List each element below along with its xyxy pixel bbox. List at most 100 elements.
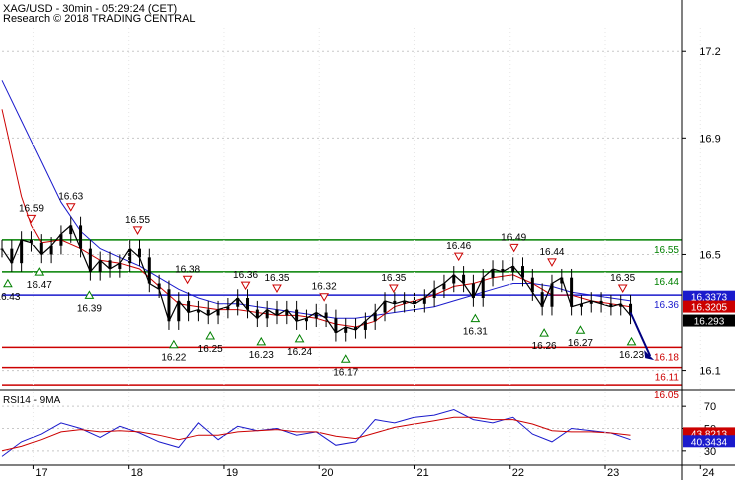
candle-body bbox=[550, 283, 554, 307]
close-line bbox=[1, 224, 631, 334]
resistance-marker-label: 16.32 bbox=[312, 282, 337, 293]
candle-body bbox=[619, 303, 623, 307]
resistance-marker-label: 16.55 bbox=[125, 215, 150, 226]
support-marker-label: 16.17 bbox=[333, 367, 358, 378]
support-marker bbox=[294, 333, 305, 343]
price-tag-label: 16.293 bbox=[694, 317, 725, 328]
candle-body bbox=[265, 309, 269, 319]
resistance-marker-label: 16.63 bbox=[58, 192, 83, 203]
candle-body bbox=[442, 283, 446, 290]
support-marker-label: 16.26 bbox=[532, 341, 557, 352]
x-tick-label: 17 bbox=[35, 467, 47, 479]
support-marker-label: 16.47 bbox=[27, 280, 52, 291]
resistance-marker-label: 16.49 bbox=[501, 232, 526, 243]
candle-body bbox=[10, 248, 14, 264]
support-marker-label: 16.22 bbox=[161, 353, 186, 364]
rsi-title: RSI14 - 9MA bbox=[3, 395, 61, 406]
candle-body bbox=[589, 300, 593, 304]
candle-body bbox=[216, 309, 220, 316]
candle-body bbox=[98, 260, 102, 272]
candle-body bbox=[422, 298, 426, 304]
candle-body bbox=[29, 239, 33, 243]
candle-body bbox=[147, 257, 151, 284]
level-label: 16.11 bbox=[655, 373, 680, 384]
price-tag-label: 16.3373 bbox=[691, 293, 728, 304]
price-tick-label: 16.5 bbox=[699, 249, 720, 261]
support-marker-label: 16.23 bbox=[619, 350, 644, 361]
candle-body bbox=[285, 309, 289, 316]
candle-body bbox=[540, 292, 544, 307]
support-marker-label: 16.39 bbox=[77, 303, 102, 314]
resistance-marker-label: 16.44 bbox=[539, 247, 564, 258]
chart-title: XAG/USD - 30min - 05:29:24 (CET) bbox=[3, 3, 178, 15]
candle-body bbox=[49, 245, 53, 255]
candle-body bbox=[20, 239, 24, 264]
candle-body bbox=[295, 309, 299, 322]
level-label: 16.55 bbox=[654, 245, 679, 256]
candle-body bbox=[157, 283, 161, 290]
candle-body bbox=[108, 260, 112, 269]
candle-body bbox=[177, 300, 181, 322]
price-tag bbox=[683, 300, 735, 313]
candle-body bbox=[324, 312, 328, 319]
support-marker bbox=[256, 336, 267, 346]
candle-body bbox=[275, 309, 279, 316]
candle-body bbox=[118, 263, 122, 269]
resistance-marker bbox=[182, 275, 193, 285]
support-marker bbox=[340, 354, 351, 363]
candle-body bbox=[521, 266, 525, 278]
resistance-marker bbox=[547, 258, 557, 267]
candle-body bbox=[206, 309, 210, 316]
support-marker-label: 16.24 bbox=[287, 347, 312, 358]
chart-subtitle: Research © 2018 TRADING CENTRAL bbox=[3, 13, 196, 25]
resistance-marker-label: 16.35 bbox=[610, 273, 635, 284]
forecast-arrow-head bbox=[644, 350, 655, 361]
support-marker-label: 16.31 bbox=[463, 327, 488, 338]
candle-body bbox=[432, 289, 436, 298]
resistance-marker-label: 16.38 bbox=[175, 264, 200, 275]
forecast-arrow-line bbox=[629, 312, 652, 357]
rsi-tick-label: 30 bbox=[704, 446, 716, 458]
support-marker bbox=[34, 267, 45, 276]
candle-body bbox=[79, 225, 83, 249]
candle-body bbox=[354, 327, 358, 330]
resistance-marker bbox=[319, 293, 329, 302]
candle-body bbox=[501, 268, 505, 272]
rsi-value-tag-label: 40.3434 bbox=[691, 437, 728, 448]
support-marker bbox=[84, 290, 95, 299]
resistance-marker-label: 16.35 bbox=[264, 273, 289, 284]
candle-body bbox=[137, 248, 141, 258]
price-tick-label: 16.1 bbox=[699, 366, 720, 378]
candle-body bbox=[570, 277, 574, 307]
x-tick-label: 20 bbox=[321, 467, 333, 479]
support-marker bbox=[626, 336, 637, 346]
level-label: 16.05 bbox=[654, 390, 679, 401]
resistance-marker-label: 16.46 bbox=[446, 241, 471, 252]
x-tick-label: 21 bbox=[416, 467, 428, 479]
resistance-marker bbox=[26, 214, 37, 224]
candle-body bbox=[373, 312, 377, 322]
candle-body bbox=[481, 277, 485, 298]
level-label: 16.18 bbox=[654, 352, 679, 363]
candle-body bbox=[196, 309, 200, 313]
candle-body bbox=[39, 242, 43, 255]
candle-body bbox=[344, 327, 348, 333]
candle-body bbox=[246, 298, 250, 310]
candle-body bbox=[167, 289, 171, 322]
price-tag bbox=[683, 314, 735, 327]
rsi-tick-label: 70 bbox=[704, 401, 716, 413]
level-label: 16.36 bbox=[654, 300, 679, 311]
candle-body bbox=[471, 283, 475, 298]
rsi-line bbox=[1, 408, 631, 457]
resistance-marker bbox=[617, 284, 628, 294]
candle-body bbox=[88, 248, 92, 272]
rsi-panel bbox=[1, 405, 682, 457]
candle-body bbox=[128, 248, 132, 264]
resistance-marker-label: 16.36 bbox=[233, 270, 258, 281]
candle-body bbox=[383, 300, 387, 313]
x-tick-label: 23 bbox=[607, 467, 619, 479]
support-marker-label: 16.23 bbox=[249, 350, 274, 361]
candle-body bbox=[579, 303, 583, 307]
candle-body bbox=[560, 277, 564, 284]
